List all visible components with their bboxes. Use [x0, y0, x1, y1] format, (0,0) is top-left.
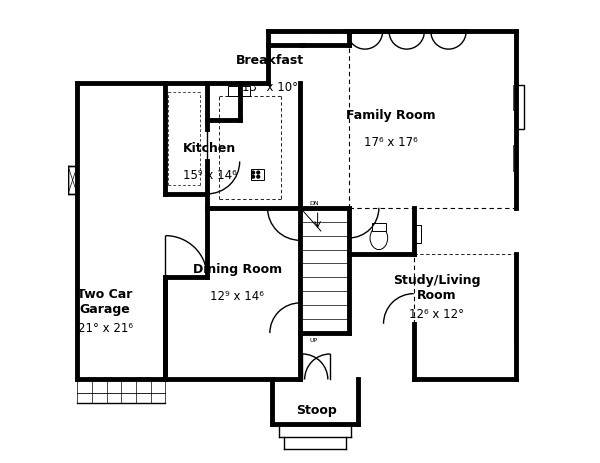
- Text: Kitchen: Kitchen: [183, 142, 236, 155]
- Text: Study/Living
Room: Study/Living Room: [393, 273, 481, 301]
- Text: Breakfast: Breakfast: [236, 54, 304, 67]
- Circle shape: [252, 176, 254, 179]
- Bar: [239, 87, 250, 97]
- Text: Family Room: Family Room: [346, 109, 435, 122]
- Text: 12⁹ x 14⁶: 12⁹ x 14⁶: [211, 289, 264, 302]
- Text: Two Car
Garage: Two Car Garage: [77, 287, 133, 315]
- Circle shape: [257, 172, 260, 175]
- Circle shape: [257, 176, 260, 179]
- Text: 12⁶ x 12°: 12⁶ x 12°: [409, 307, 464, 320]
- Ellipse shape: [370, 227, 388, 250]
- Text: UP: UP: [310, 337, 318, 342]
- Text: 21° x 21⁶: 21° x 21⁶: [77, 321, 133, 334]
- Bar: [415, 225, 421, 243]
- Bar: [68, 167, 77, 194]
- Text: 15⁹ x 14⁶: 15⁹ x 14⁶: [182, 169, 236, 181]
- Circle shape: [252, 172, 254, 175]
- Text: Dining Room: Dining Room: [193, 262, 282, 275]
- Bar: [251, 169, 264, 181]
- Bar: [514, 319, 517, 345]
- Bar: [514, 86, 516, 111]
- Text: 13° x 10°: 13° x 10°: [242, 81, 298, 94]
- Bar: [516, 86, 524, 130]
- Text: Stoop: Stoop: [296, 403, 337, 416]
- Bar: [372, 223, 386, 232]
- Bar: [514, 146, 516, 171]
- Text: DN: DN: [309, 201, 319, 206]
- Bar: [228, 87, 238, 97]
- Text: 17⁶ x 17⁶: 17⁶ x 17⁶: [364, 136, 418, 149]
